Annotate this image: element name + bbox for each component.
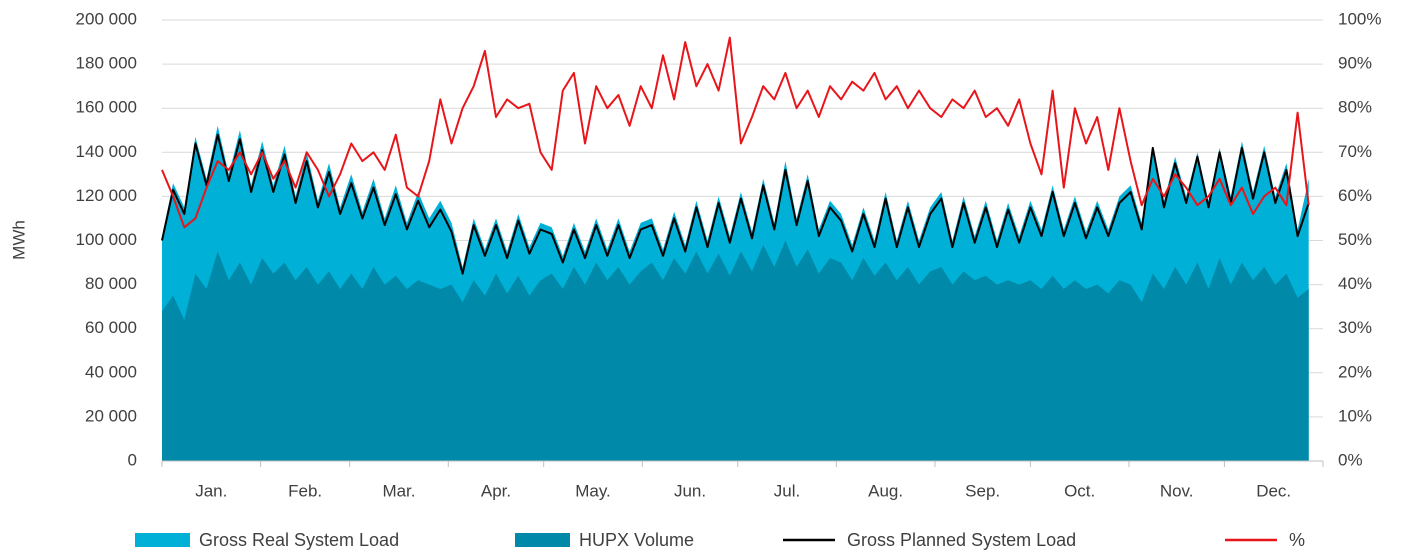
y2-tick-label: 80% [1338,98,1372,117]
legend-label: Gross Planned System Load [847,530,1076,550]
y-tick-label: 60 000 [85,318,137,337]
y-tick-label: 0 [128,450,137,469]
y2-tick-label: 60% [1338,186,1372,205]
x-tick-label: Aug. [868,481,903,500]
y-tick-label: 160 000 [76,98,137,117]
x-tick-label: Apr. [481,481,511,500]
legend-label: Gross Real System Load [199,530,399,550]
y2-tick-label: 50% [1338,230,1372,249]
x-tick-label: Jan. [195,481,227,500]
x-tick-label: Jul. [774,481,800,500]
x-tick-label: Oct. [1064,481,1095,500]
x-tick-label: Sep. [965,481,1000,500]
area [162,240,1309,461]
y-tick-label: 20 000 [85,406,137,425]
y2-tick-label: 10% [1338,406,1372,425]
legend-label: HUPX Volume [579,530,694,550]
legend-swatch [135,533,190,547]
y2-tick-label: 70% [1338,142,1372,161]
legend-label: % [1289,530,1305,550]
y-tick-label: 100 000 [76,230,137,249]
x-tick-label: Mar. [382,481,415,500]
x-tick-label: Nov. [1160,481,1194,500]
y2-tick-label: 20% [1338,362,1372,381]
y2-tick-label: 0% [1338,450,1363,469]
y-tick-label: 40 000 [85,362,137,381]
line [161,36,1310,229]
y2-tick-label: 100% [1338,9,1381,28]
x-tick-label: Dec. [1256,481,1291,500]
y2-tick-label: 30% [1338,318,1372,337]
legend-swatch [515,533,570,547]
x-tick-label: Feb. [288,481,322,500]
y-tick-label: 120 000 [76,186,137,205]
x-tick-label: May. [575,481,611,500]
x-tick-label: Jun. [674,481,706,500]
y-tick-label: 200 000 [76,9,137,28]
y-tick-label: 80 000 [85,274,137,293]
y-axis-label: MWh [9,220,28,260]
y2-tick-label: 90% [1338,54,1372,73]
line [161,133,1310,275]
y2-tick-label: 40% [1338,274,1372,293]
y-tick-label: 180 000 [76,54,137,73]
y-tick-label: 140 000 [76,142,137,161]
